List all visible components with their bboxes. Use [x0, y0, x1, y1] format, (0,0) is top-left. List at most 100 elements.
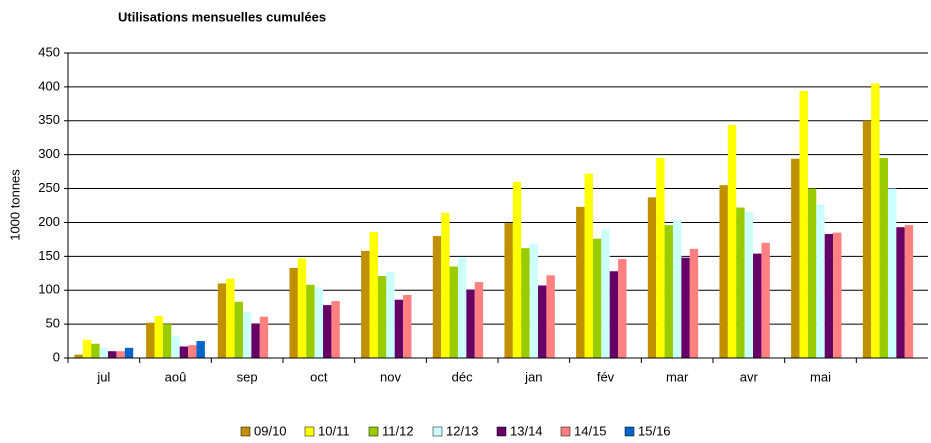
x-tick-label: mar: [666, 369, 689, 384]
bar: [179, 346, 189, 358]
bar: [656, 158, 665, 358]
bar: [799, 90, 808, 358]
legend-label: 15/16: [638, 423, 671, 438]
bar: [887, 188, 897, 358]
bar: [681, 257, 690, 358]
bar: [896, 227, 905, 358]
legend-label: 13/14: [510, 423, 543, 438]
legend-label: 09/10: [254, 423, 287, 438]
bar: [234, 301, 243, 358]
bar: [154, 315, 163, 358]
y-tick-label: 200: [38, 214, 60, 229]
y-tick-label: 250: [38, 180, 60, 195]
bar: [538, 285, 547, 358]
bar: [449, 266, 458, 358]
bar: [791, 158, 800, 358]
bar: [306, 284, 315, 358]
bar: [403, 294, 412, 358]
bar: [369, 231, 378, 358]
x-tick-label: jul: [96, 369, 110, 384]
bar: [171, 335, 180, 358]
bar: [647, 197, 657, 358]
bar: [871, 83, 880, 358]
bar: [289, 267, 298, 358]
legend-label: 10/11: [318, 423, 350, 438]
bar: [251, 323, 260, 358]
bar: [242, 311, 252, 358]
bar: [753, 253, 762, 358]
bar: [466, 289, 475, 358]
bar: [546, 275, 555, 358]
legend-label: 11/12: [382, 423, 414, 438]
bar: [664, 225, 673, 358]
bar: [504, 223, 513, 358]
bar: [91, 343, 100, 358]
y-tick-label: 100: [38, 282, 60, 297]
x-tick-label: oct: [310, 369, 328, 384]
legend-swatch: [624, 426, 635, 437]
bar: [736, 207, 745, 358]
legend-swatch: [240, 426, 251, 437]
bar: [217, 283, 227, 358]
legend-label: 12/13: [446, 423, 479, 438]
bar: [441, 212, 450, 358]
y-tick-label: 300: [38, 146, 60, 161]
y-axis-label: 1000 tonnes: [7, 169, 22, 241]
bar: [386, 271, 395, 358]
bar: [361, 250, 370, 358]
bar: [331, 301, 340, 358]
bar: [816, 204, 825, 358]
y-tick-label: 50: [46, 316, 60, 331]
legend-label: 14/15: [574, 423, 607, 438]
x-tick-label: sep: [237, 369, 258, 384]
y-tick-label: 350: [38, 112, 60, 127]
bar: [618, 259, 627, 358]
bar: [904, 225, 914, 358]
bar: [196, 341, 205, 358]
bar: [609, 271, 619, 358]
bar: [672, 219, 682, 358]
x-tick-label: avr: [740, 369, 759, 384]
y-tick-label: 150: [38, 248, 60, 263]
legend-swatch: [304, 426, 315, 437]
bar: [807, 188, 817, 358]
chart-title: Utilisations mensuelles cumulées: [118, 9, 326, 24]
legend-swatch: [368, 426, 379, 437]
bar: [188, 345, 197, 358]
legend-swatch: [496, 426, 507, 437]
bar: [226, 278, 235, 358]
bar: [521, 248, 530, 358]
bar: [99, 347, 109, 358]
x-tick-label: déc: [452, 369, 473, 384]
x-tick-label: fév: [597, 369, 615, 384]
bar: [512, 181, 522, 358]
bar: [689, 248, 699, 358]
x-tick-label: nov: [380, 369, 401, 384]
bar: [576, 206, 585, 358]
x-tick-label: mai: [810, 369, 831, 384]
legend-swatch: [432, 426, 443, 437]
bar: [761, 242, 770, 358]
bar: [432, 236, 442, 358]
bar: [314, 287, 324, 358]
y-tick-label: 0: [53, 349, 60, 364]
bar: [116, 351, 125, 358]
bar: [124, 347, 134, 358]
bar: [719, 185, 728, 358]
bar: [879, 158, 888, 358]
bar: [592, 238, 602, 358]
bar: [824, 233, 834, 358]
bar: [297, 258, 307, 358]
bar: [146, 322, 155, 358]
bar: [259, 316, 269, 358]
bar: [529, 244, 539, 358]
y-tick-label: 400: [38, 78, 60, 93]
bar: [727, 124, 737, 358]
bar: [862, 120, 872, 359]
bar: [744, 212, 754, 358]
bar: [162, 324, 172, 358]
bar: [377, 275, 387, 358]
bar: [457, 257, 467, 358]
legend-swatch: [560, 426, 571, 437]
